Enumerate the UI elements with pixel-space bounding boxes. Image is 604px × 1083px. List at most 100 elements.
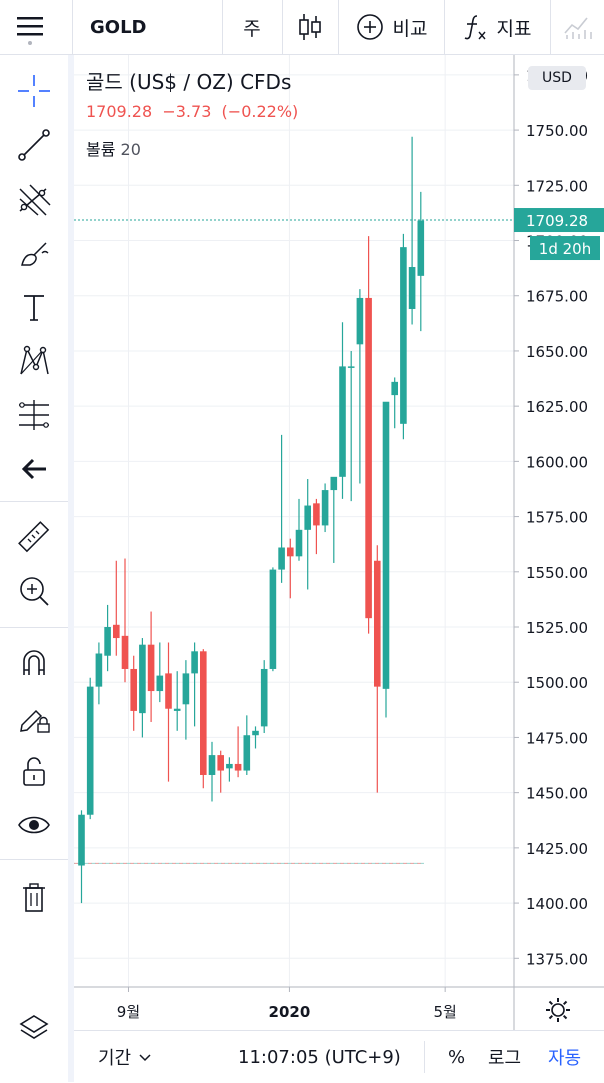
text-icon (24, 295, 44, 321)
crosshair-tool[interactable] (6, 67, 62, 115)
lock-all-tool[interactable] (6, 747, 62, 795)
object-tree-button[interactable] (6, 1005, 62, 1053)
trash-icon (23, 883, 45, 912)
log-scale-button[interactable]: 로그 (488, 1048, 522, 1069)
chevron-down-icon (139, 1054, 151, 1062)
candle (121, 558, 129, 683)
hide-drawings-tool[interactable] (6, 801, 62, 849)
trend-line-tool[interactable] (6, 121, 62, 169)
candle (287, 538, 294, 599)
hamburger-icon (17, 17, 43, 45)
crosshair-icon (18, 75, 50, 107)
volume-value: 20 (120, 140, 141, 159)
text-tool[interactable] (6, 283, 62, 331)
templates-button[interactable] (551, 0, 604, 54)
candle-body (121, 635, 129, 669)
x-tick-label: 5월 (433, 1003, 456, 1021)
plus-circle-icon (356, 14, 383, 40)
chart-type-button[interactable] (283, 0, 337, 54)
candle-body (200, 651, 207, 775)
candle-body (313, 503, 320, 526)
candle (208, 741, 216, 802)
candle-body (226, 763, 233, 769)
currency-button[interactable]: USD (528, 66, 586, 90)
compare-label: 비교 (392, 17, 428, 40)
remove-drawings-button[interactable] (6, 873, 62, 921)
interval-button[interactable]: 주 (243, 17, 261, 40)
pitchfork-icon (19, 184, 51, 216)
symbol-search-button[interactable]: GOLD (90, 16, 147, 38)
y-tick-label: 1550.00 (526, 564, 588, 582)
back-arrow-button[interactable] (6, 445, 62, 493)
magnet-tool[interactable] (6, 639, 62, 687)
candle (147, 611, 155, 722)
candle-body (374, 560, 381, 687)
candle-body (182, 673, 190, 705)
volume-label: 볼륨 (86, 140, 116, 159)
pattern-icon (20, 345, 49, 375)
lock-drawing-tool[interactable] (6, 693, 62, 741)
candle-body (417, 220, 425, 276)
candle (391, 377, 398, 429)
legend-last-price: 1709.28 (86, 102, 153, 121)
candle (243, 715, 251, 775)
y-tick-label: 1500.00 (526, 674, 588, 692)
legend-volume[interactable]: 볼륨 20 (86, 136, 141, 160)
menu-button[interactable] (0, 0, 60, 54)
candle (382, 401, 390, 718)
y-tick-label: 1450.00 (526, 785, 588, 803)
candle-body (295, 529, 303, 557)
candle (278, 434, 285, 583)
ruler-icon (18, 521, 50, 553)
zoom-in-tool[interactable] (6, 567, 62, 615)
candle (165, 642, 172, 782)
candle (408, 136, 416, 325)
candle (130, 655, 137, 731)
pattern-tool[interactable] (6, 337, 62, 385)
y-tick-label: 1650.00 (526, 343, 588, 361)
candle-body (278, 547, 285, 570)
prediction-tool[interactable] (6, 391, 62, 439)
y-tick-label: 1575.00 (526, 509, 588, 527)
candle-body (408, 267, 416, 309)
pitchfork-tool[interactable] (6, 175, 62, 223)
date-range-button[interactable]: 기간 (98, 1031, 153, 1083)
candle-body (365, 297, 372, 619)
price-axis[interactable]: 1375.00 1400.00 1425.00 1450.00 1475.00 1500.… (513, 55, 588, 1030)
candle-body (156, 675, 164, 692)
measure-tool[interactable] (6, 513, 62, 561)
candle (113, 560, 120, 656)
candle-body (104, 627, 111, 656)
layers-icon (19, 1015, 49, 1039)
candle (226, 757, 233, 782)
indicators-label: 지표 (496, 17, 532, 40)
compare-button[interactable]: 비교 (339, 0, 443, 54)
indicators-button[interactable]: 지표 (445, 0, 549, 54)
zoom-in-icon (20, 577, 49, 606)
candle (269, 567, 277, 672)
y-tick-label: 1625.00 (526, 398, 588, 416)
candle (374, 545, 381, 793)
gear-icon (546, 998, 570, 1022)
candle-body (400, 247, 407, 424)
back-arrow-icon (21, 458, 46, 480)
y-tick-label: 1400.00 (526, 895, 588, 913)
candle-body (113, 624, 120, 639)
y-tick-label: 1475.00 (526, 729, 588, 747)
y-tick-label: 1425.00 (526, 840, 588, 858)
chart-settings-button[interactable] (540, 992, 576, 1028)
candle (417, 191, 425, 332)
time-axis[interactable]: 9월 2020 5월 (74, 986, 604, 1021)
candle (295, 498, 303, 561)
brush-tool[interactable] (6, 229, 62, 277)
timezone-button[interactable]: 11:07:05 (UTC+9) (238, 1046, 401, 1068)
candle-body (252, 730, 259, 736)
auto-scale-button[interactable]: 자동 (548, 1048, 582, 1069)
function-icon (464, 15, 486, 40)
trend-line-icon (18, 129, 50, 161)
candle-body (139, 644, 146, 714)
eye-icon (18, 816, 50, 834)
legend-price: 1709.28 −3.73 (−0.22%) (86, 102, 298, 121)
percent-scale-button[interactable]: % (448, 1046, 466, 1068)
